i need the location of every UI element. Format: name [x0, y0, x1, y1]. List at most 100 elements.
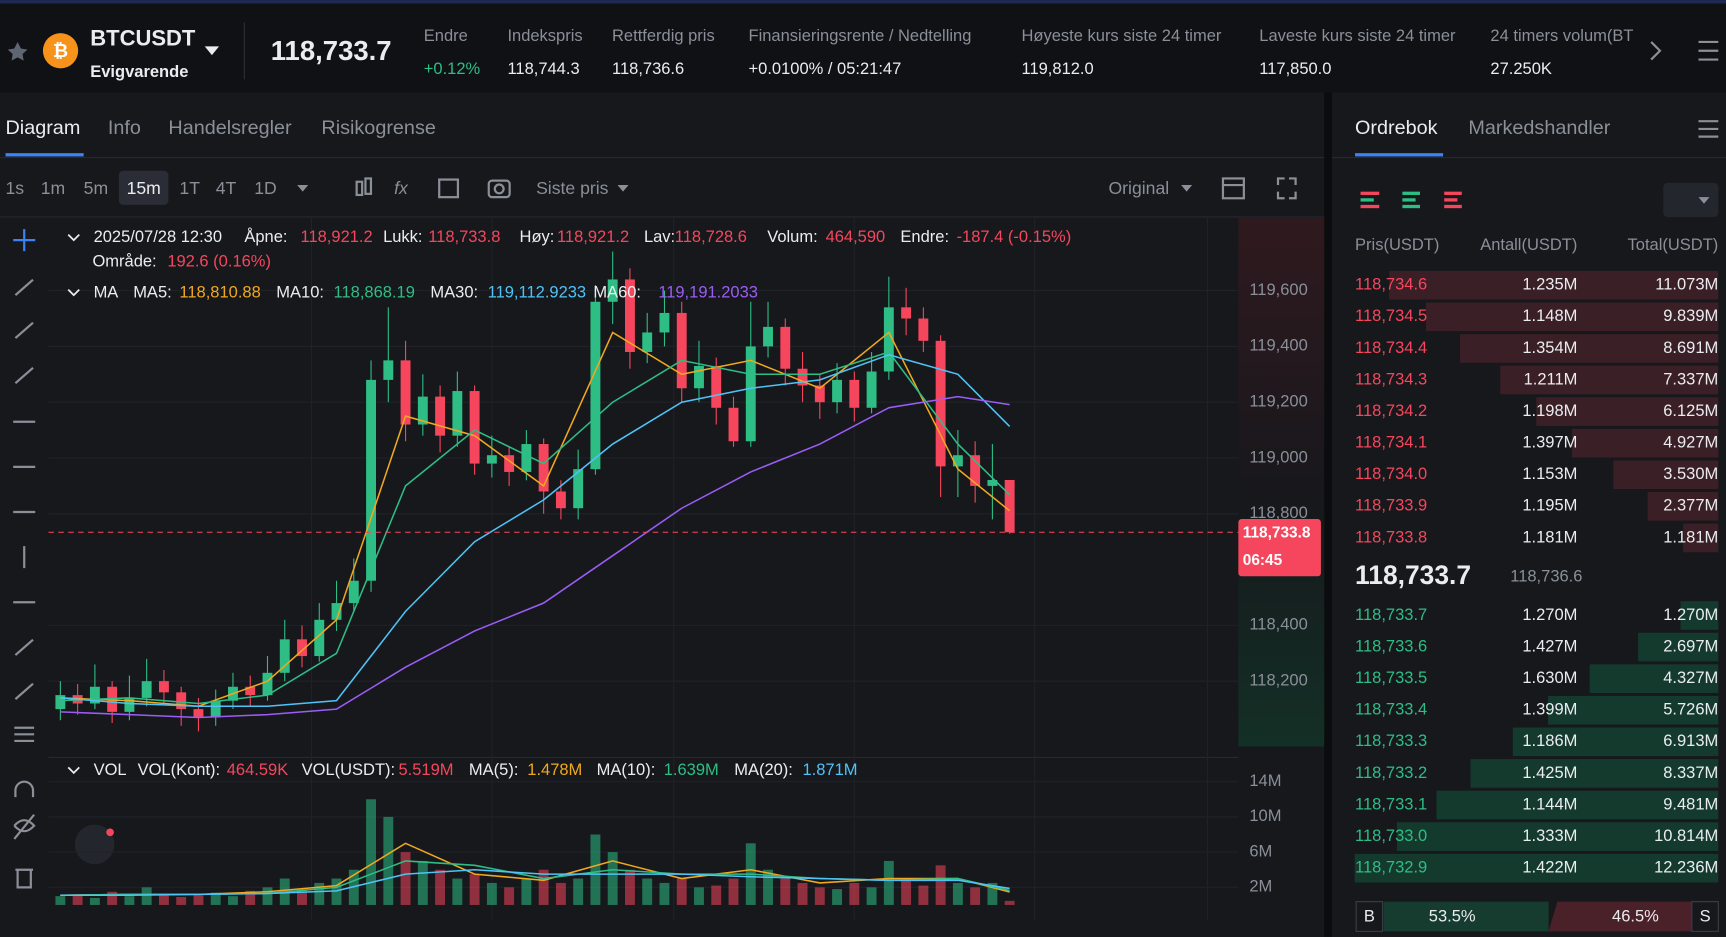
column-header: Total(USDT) — [1628, 236, 1719, 254]
collapse-icon[interactable] — [67, 289, 80, 297]
candle-body — [193, 709, 204, 718]
book-amount: 1.270M — [1522, 606, 1577, 624]
last-price: 118,733.7 — [271, 35, 392, 66]
price-tag — [1238, 519, 1321, 577]
volume-bar — [659, 882, 670, 905]
book-settings[interactable] — [1698, 120, 1719, 138]
drawing-tools[interactable] — [13, 229, 36, 889]
interval[interactable]: 5m — [84, 178, 108, 198]
interval-dropdown[interactable] — [297, 185, 309, 192]
candle-body — [970, 455, 981, 486]
collapse-icon[interactable] — [67, 233, 80, 242]
book-price[interactable]: 118,734.3 — [1355, 370, 1427, 388]
book-amount: 1.397M — [1522, 434, 1577, 452]
tab[interactable]: Diagram — [6, 117, 81, 139]
ohlc-value: 118,733.8 — [428, 228, 500, 246]
candle-body — [262, 672, 273, 696]
symbol-dropdown[interactable] — [204, 46, 220, 56]
book-price[interactable]: 118,733.0 — [1355, 827, 1427, 845]
book-price[interactable]: 118,733.4 — [1355, 701, 1427, 719]
book-price[interactable]: 118,733.8 — [1355, 528, 1427, 546]
volume-bar — [814, 887, 825, 905]
book-price[interactable]: 118,733.9 — [1355, 497, 1427, 515]
tab[interactable]: Risikogrense — [321, 117, 435, 139]
ratio-box — [1691, 901, 1719, 932]
stats-next[interactable] — [1650, 41, 1662, 61]
tab[interactable]: Handelsregler — [168, 117, 292, 139]
order-book: OrdrebokMarkedshandler0.1Pris(USDT)Antal… — [1354, 117, 1719, 932]
candle-body — [469, 391, 480, 464]
volume-bar — [797, 882, 808, 905]
interval[interactable]: 1m — [41, 178, 65, 198]
layout-icons[interactable] — [1221, 177, 1297, 200]
chart-tools[interactable]: fx — [355, 177, 511, 199]
book-price[interactable]: 118,733.3 — [1355, 732, 1427, 750]
book-price[interactable]: 118,734.4 — [1355, 339, 1427, 357]
view-mode[interactable]: Original — [1108, 178, 1169, 198]
candle-body — [745, 346, 756, 442]
interval[interactable]: 15m — [127, 178, 161, 198]
legend-name: MA30: — [430, 283, 478, 301]
book-tab[interactable]: Ordrebok — [1355, 117, 1438, 139]
stat-label: Finansieringsrente / Nedtelling — [749, 27, 972, 45]
y-tick-label: 118,200 — [1249, 672, 1307, 690]
book-price[interactable]: 118,733.1 — [1355, 795, 1427, 813]
book-total: 4.327M — [1663, 669, 1718, 687]
depth-bar — [1683, 523, 1719, 553]
collapse-icon[interactable] — [67, 766, 80, 775]
candle-body — [504, 455, 515, 472]
book-price[interactable]: 118,734.0 — [1355, 465, 1427, 483]
ohlc-label: Volum: — [767, 228, 817, 246]
depth-bar — [1589, 664, 1719, 693]
book-price[interactable]: 118,734.5 — [1355, 307, 1427, 325]
interval[interactable]: 1T — [179, 178, 200, 198]
plot: 118,200 118,400 118,800 119,000 119,200 119,4… — [48, 251, 1321, 905]
legend-value: 118,810.88 — [179, 283, 260, 301]
book-price[interactable]: 118,732.9 — [1355, 859, 1427, 877]
coin-icon — [42, 33, 79, 69]
depth-bar — [1571, 428, 1719, 458]
tab[interactable]: Info — [108, 117, 141, 139]
candle-body — [314, 619, 325, 657]
candle-body — [538, 444, 549, 492]
fx-icon[interactable]: fx — [394, 178, 409, 198]
settings-icon[interactable] — [1698, 40, 1719, 61]
book-tab[interactable]: Markedshandler — [1468, 117, 1610, 139]
depth-bar — [1647, 492, 1719, 521]
interval[interactable]: 4T — [216, 178, 237, 198]
depth-bar — [1354, 853, 1719, 883]
book-price[interactable]: 118,733.2 — [1355, 764, 1427, 782]
book-amount: 1.198M — [1522, 402, 1577, 420]
legend-value: 1.478M — [527, 761, 582, 779]
book-price[interactable]: 118,733.6 — [1355, 637, 1427, 655]
ma-line — [60, 395, 1010, 719]
book-total: 9.481M — [1663, 795, 1718, 813]
candle-body — [452, 391, 463, 436]
price-source[interactable]: Siste pris — [536, 178, 609, 198]
symbol[interactable]: BTCUSDT — [90, 26, 196, 51]
legend-value: 118,868.19 — [334, 283, 415, 301]
price-source-dropdown[interactable] — [617, 185, 629, 192]
legend-name: MA(10): — [597, 761, 656, 779]
candle-body — [400, 360, 411, 425]
book-price[interactable]: 118,734.1 — [1355, 434, 1427, 452]
interval[interactable]: 1s — [6, 178, 25, 198]
view-dropdown[interactable] — [1181, 185, 1193, 192]
step-select[interactable] — [1663, 182, 1719, 217]
step-dropdown[interactable] — [1698, 197, 1710, 204]
book-amount: 1.148M — [1522, 307, 1577, 325]
depth-bar — [1470, 759, 1719, 788]
stat-value: 27.250K — [1490, 60, 1551, 78]
y-tick-label: 119,200 — [1249, 393, 1307, 411]
interval[interactable]: 1D — [254, 178, 277, 198]
book-price[interactable]: 118,734.2 — [1355, 402, 1427, 420]
calendar-button[interactable] — [74, 824, 115, 865]
volume-bar — [107, 891, 118, 905]
book-price[interactable]: 118,734.6 — [1355, 276, 1427, 294]
book-view-icons[interactable] — [1360, 191, 1462, 209]
volume-bar — [331, 878, 342, 905]
favorite-star[interactable] — [7, 41, 28, 61]
volume-bar — [228, 896, 238, 905]
book-price[interactable]: 118,733.7 — [1355, 606, 1427, 624]
book-price[interactable]: 118,733.5 — [1355, 669, 1427, 687]
